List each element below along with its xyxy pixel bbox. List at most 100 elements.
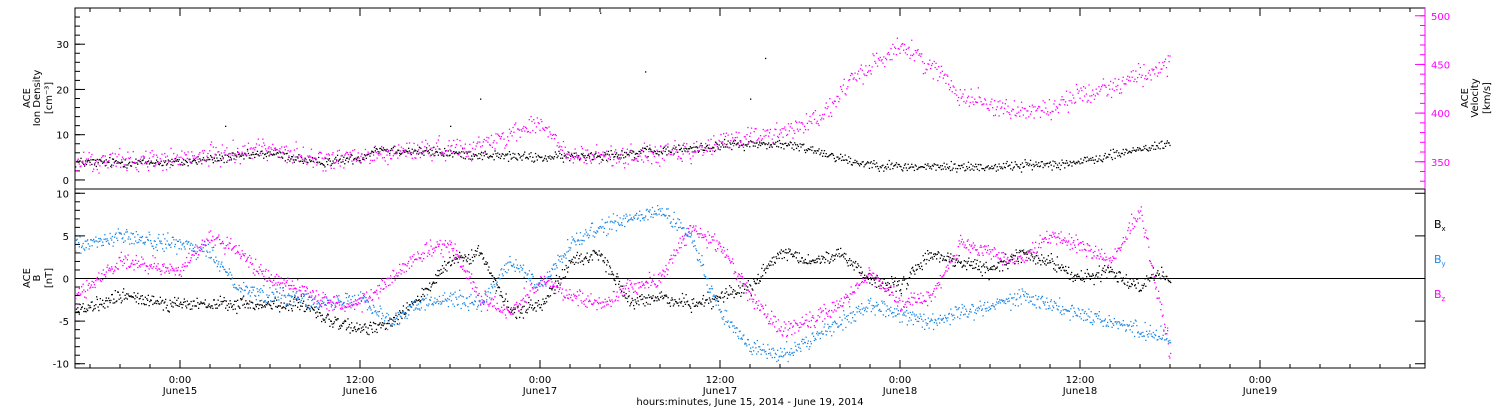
- right-point: [827, 106, 829, 108]
- bx-point: [145, 303, 147, 306]
- right-point: [580, 145, 583, 148]
- right-point: [372, 159, 374, 162]
- left-point: [497, 152, 499, 154]
- right-point: [210, 144, 212, 146]
- left-point: [724, 146, 727, 148]
- right-point: [199, 152, 201, 154]
- right-point: [398, 144, 400, 146]
- bx-point: [174, 296, 176, 299]
- right-point: [565, 157, 567, 159]
- left-point: [921, 166, 924, 168]
- left-point: [797, 145, 799, 148]
- left-point: [1167, 142, 1169, 144]
- bx-point: [899, 290, 901, 292]
- right-point: [845, 94, 847, 96]
- bx-point: [923, 260, 925, 262]
- bx-point: [373, 322, 375, 325]
- left-point: [1007, 165, 1009, 167]
- bx-point: [354, 328, 357, 331]
- bx-point: [197, 302, 199, 304]
- bx-point: [216, 303, 218, 305]
- right-point: [689, 158, 691, 160]
- by-point: [628, 219, 630, 221]
- bx-point: [212, 307, 214, 310]
- right-point: [330, 167, 332, 169]
- by-point: [560, 255, 562, 257]
- left-point: [561, 154, 563, 156]
- right-point: [460, 145, 462, 147]
- right-point: [1006, 111, 1008, 113]
- bx-point: [854, 262, 856, 264]
- bx-point: [896, 285, 898, 287]
- right-point: [273, 147, 276, 149]
- left-point: [780, 147, 782, 149]
- right-point: [1035, 110, 1037, 112]
- right-point: [885, 57, 887, 59]
- bx-point: [186, 300, 188, 302]
- right-point: [598, 163, 601, 165]
- by-point: [633, 216, 635, 218]
- left-point: [579, 158, 581, 160]
- bx-point: [156, 302, 158, 305]
- by-point: [260, 288, 262, 290]
- left-point: [922, 166, 925, 168]
- bx-point: [590, 254, 592, 256]
- by-point: [91, 245, 93, 247]
- left-point: [787, 143, 790, 145]
- right-point: [607, 157, 610, 160]
- bx-point: [468, 254, 470, 256]
- bx-point: [925, 263, 927, 265]
- left-point: [948, 167, 950, 170]
- left-point: [492, 153, 494, 155]
- legend-bz-sub: z: [1442, 295, 1446, 303]
- left-point: [397, 149, 399, 151]
- right-point: [253, 147, 255, 149]
- bx-point: [1083, 280, 1085, 283]
- bx-point: [698, 301, 700, 303]
- right-point: [247, 142, 250, 144]
- bx-point: [495, 290, 498, 292]
- bx-point: [275, 305, 277, 308]
- right-point: [860, 64, 862, 66]
- right-point: [677, 158, 679, 160]
- left-point: [826, 156, 828, 158]
- by-point: [360, 291, 362, 293]
- bx-point: [94, 307, 96, 310]
- bx-point: [951, 259, 953, 261]
- right-point: [710, 138, 712, 140]
- bx-point: [796, 252, 798, 254]
- right-point: [981, 104, 983, 106]
- bx-point: [1119, 272, 1121, 274]
- right-point: [499, 138, 502, 140]
- right-point: [746, 134, 748, 136]
- left-point: [210, 155, 212, 157]
- by-point: [531, 273, 533, 276]
- bx-point: [1080, 279, 1082, 281]
- left-point: [454, 152, 457, 154]
- left-point: [655, 152, 657, 155]
- left-point: [174, 161, 176, 163]
- right-point: [687, 151, 689, 153]
- left-point: [786, 145, 789, 147]
- bx-point: [284, 306, 286, 309]
- right-point: [749, 135, 751, 137]
- bx-point: [306, 307, 308, 309]
- bx-point: [720, 297, 722, 299]
- left-point: [529, 156, 531, 158]
- left-point: [197, 156, 199, 158]
- bx-point: [645, 301, 648, 304]
- by-point: [552, 264, 555, 266]
- by-point: [90, 239, 92, 241]
- bx-point: [900, 289, 902, 291]
- bx-point: [553, 292, 555, 295]
- right-point: [259, 152, 261, 154]
- right-point: [237, 147, 239, 150]
- left-point: [783, 148, 785, 150]
- bx-point: [966, 269, 968, 271]
- right-point: [748, 142, 750, 144]
- left-point: [221, 155, 223, 157]
- right-point: [662, 150, 664, 152]
- left-point: [564, 154, 566, 156]
- bx-point: [558, 276, 561, 278]
- right-point: [838, 101, 840, 103]
